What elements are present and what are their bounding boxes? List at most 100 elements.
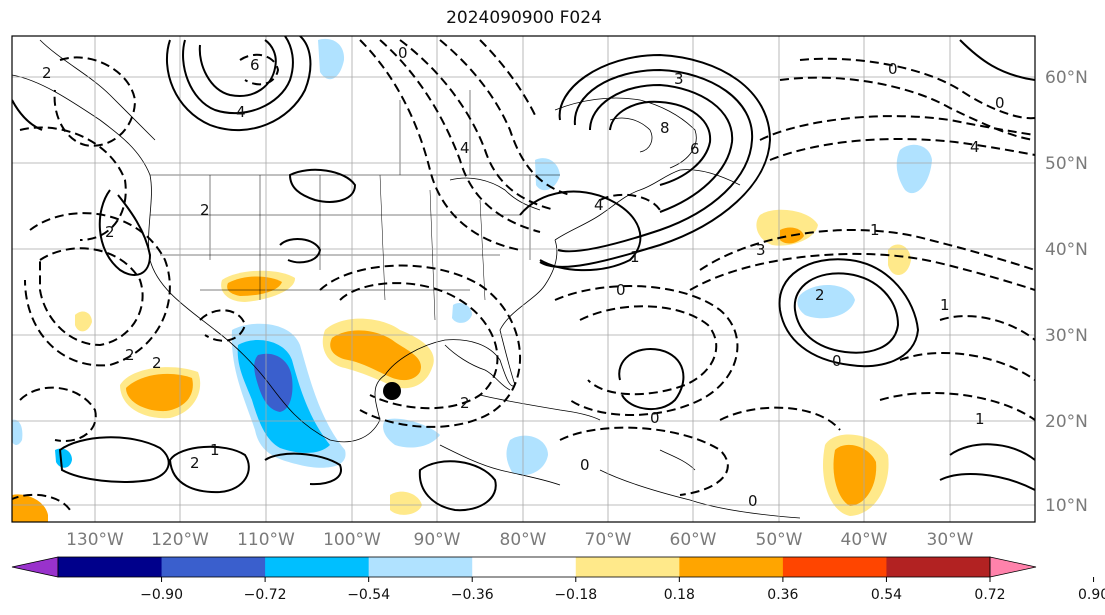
shade-orange-gulf <box>330 330 421 381</box>
colorbar-tick-label: −0.36 <box>451 587 494 603</box>
contour-label: 0 <box>888 60 898 78</box>
colorbar-segment <box>265 557 370 577</box>
colorbar-tick-label: 0.72 <box>974 587 1005 603</box>
contour-label: 2 <box>460 394 470 412</box>
shade-light-blue-atl35 <box>797 284 855 319</box>
colorbar: −0.90 −0.72 −0.54 −0.36 −0.18 0.18 0.36 0.54 0.7… <box>11 556 1105 603</box>
colorbar-segment <box>161 557 266 577</box>
contour-label: 6 <box>690 140 700 158</box>
lon-label: 110°W <box>237 530 295 550</box>
contour-label: 2 <box>152 354 162 372</box>
contour-label: 2 <box>125 346 135 364</box>
lat-label-30n: 30°N <box>1045 326 1088 346</box>
lon-label: 50°W <box>756 530 803 550</box>
shade-light-blue-florida <box>452 303 472 323</box>
contour-label: 4 <box>236 103 246 121</box>
solid-contours <box>12 36 1035 512</box>
map-panel: 2 6 4 0 2 8 6 4 3 1 0 4 0 2 1 2 2 1 0 1 … <box>12 36 1035 522</box>
contour-label: 2 <box>815 286 825 304</box>
lat-label-50n: 50°N <box>1045 154 1088 174</box>
shade-light-blue-52n <box>896 144 932 194</box>
shade-yellow-38n <box>888 244 911 276</box>
contour-label: 0 <box>398 44 408 62</box>
contour-label: 0 <box>832 352 842 370</box>
shade-light-blue-left <box>12 419 23 445</box>
contour-label: 4 <box>594 196 604 214</box>
lon-label: 120°W <box>151 530 209 550</box>
colorbar-tick-label: −0.90 <box>140 587 183 603</box>
contour-label: 0 <box>995 94 1005 112</box>
colorbar-tick-label: 0.90 <box>1078 587 1105 603</box>
contour-label: 4 <box>460 139 470 157</box>
lon-label: 100°W <box>323 530 381 550</box>
contour-label: 0 <box>650 409 660 427</box>
contour-label: 1 <box>975 410 985 428</box>
contour-label: 2 <box>42 64 52 82</box>
lat-label-10n: 10°N <box>1045 496 1088 516</box>
colorbar-tick-label: 0.18 <box>664 587 695 603</box>
contour-label: 2 <box>190 454 200 472</box>
shade-light-blue-caribbean <box>506 435 548 476</box>
map-border <box>11 35 1036 523</box>
contour-label: 2 <box>200 201 210 219</box>
lat-label-20n: 20°N <box>1045 412 1088 432</box>
colorbar-outline <box>57 556 991 578</box>
longitude-labels: 130°W 120°W 110°W 100°W 90°W 80°W 70°W 6… <box>66 530 974 550</box>
shade-orange-15n <box>833 444 877 506</box>
colorbar-segment <box>58 557 163 577</box>
contour-label: 2 <box>105 223 115 241</box>
contour-label: 3 <box>756 241 766 259</box>
lon-label: 70°W <box>585 530 632 550</box>
contour-label: 0 <box>616 281 626 299</box>
lon-label: 30°W <box>927 530 974 550</box>
state-borders <box>150 90 560 321</box>
lon-label: 80°W <box>500 530 547 550</box>
colorbar-tick-label: −0.54 <box>347 587 390 603</box>
shade-dark-blue-mexico <box>254 353 293 412</box>
shade-light-blue-hudson <box>535 158 560 191</box>
colorbar-segment <box>368 557 473 577</box>
contour-label: 1 <box>630 248 640 266</box>
contour-label: 0 <box>748 492 758 510</box>
shade-yellow-pac-s <box>75 311 92 332</box>
contour-label: 1 <box>870 221 880 239</box>
dashed-contours <box>12 39 1035 511</box>
contour-label: 4 <box>970 138 980 156</box>
shade-yellow-10n <box>390 491 422 515</box>
shade-light-blue-gulf-s <box>383 418 440 448</box>
gridlines <box>12 36 1035 522</box>
lon-label: 40°W <box>841 530 888 550</box>
colorbar-segment <box>782 557 887 577</box>
colorbar-tick-label: 0.36 <box>767 587 798 603</box>
shade-orange-sw <box>227 276 282 296</box>
contour-label: 1 <box>940 296 950 314</box>
colorbar-tick-label: 0.54 <box>871 587 902 603</box>
shade-light-blue-nw <box>318 38 345 80</box>
lat-label-60n: 60°N <box>1045 68 1088 88</box>
colorbar-extend-low <box>11 556 59 578</box>
colorbar-tick-label: −0.18 <box>554 587 597 603</box>
colorbar-segment <box>886 557 991 577</box>
lat-label-40n: 40°N <box>1045 240 1088 260</box>
contour-label: 6 <box>250 56 260 74</box>
contour-label: 3 <box>674 70 684 88</box>
storm-marker-dot <box>383 382 401 400</box>
shade-orange-pacific <box>126 373 193 412</box>
contour-labels: 2 6 4 0 2 8 6 4 3 1 0 4 0 2 1 2 2 1 0 1 … <box>42 44 1005 510</box>
lon-label: 130°W <box>66 530 124 550</box>
lon-label: 60°W <box>670 530 717 550</box>
contour-label: 1 <box>210 441 220 459</box>
map-title: 2024090900 F024 <box>446 8 602 28</box>
colorbar-segment <box>679 557 784 577</box>
colorbar-extend-high <box>989 556 1037 578</box>
lon-label: 90°W <box>414 530 461 550</box>
contour-label: 8 <box>660 119 670 137</box>
contour-label: 0 <box>580 456 590 474</box>
shade-light-blue-ssw <box>55 448 72 468</box>
latitude-labels: 60°N 50°N 40°N 30°N 20°N 10°N <box>1045 68 1088 516</box>
shade-orange-sw-corner <box>12 494 48 522</box>
colorbar-segment <box>575 557 680 577</box>
colorbar-segment <box>472 557 577 577</box>
colorbar-tick-label: −0.72 <box>244 587 287 603</box>
